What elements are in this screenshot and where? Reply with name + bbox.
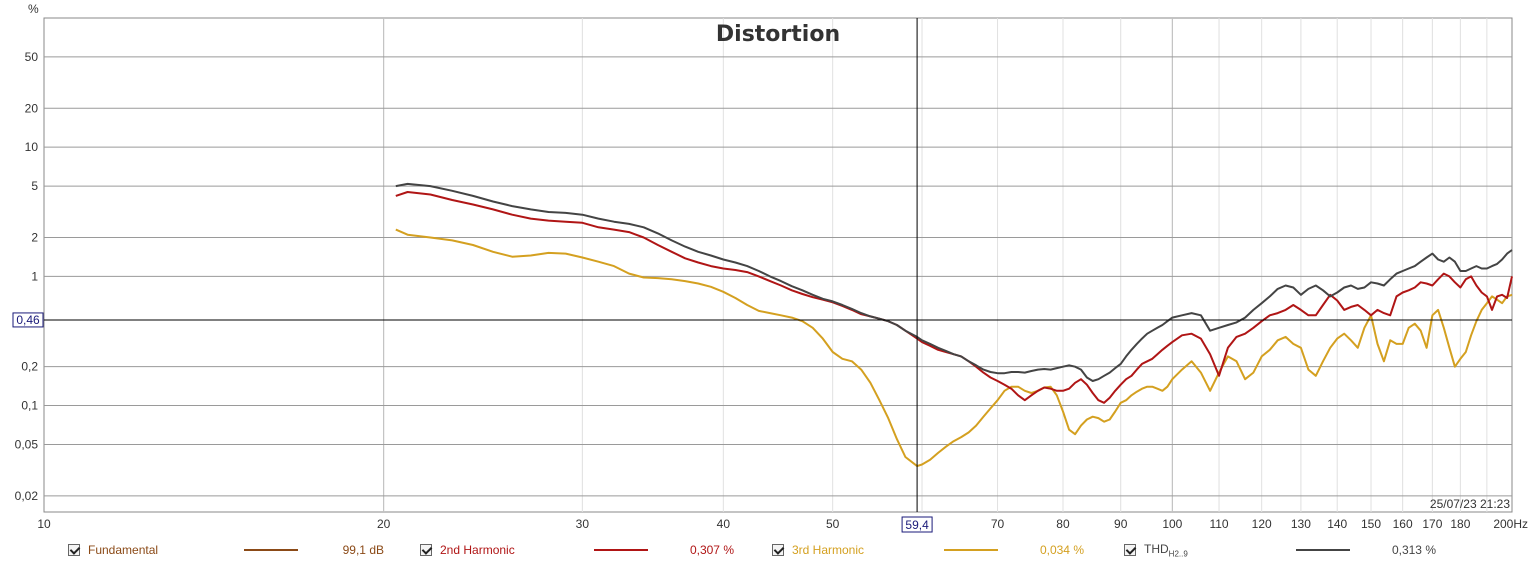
series-group — [395, 182, 1513, 468]
x-tick-label: 170 — [1422, 517, 1442, 531]
legend-item-thd[interactable]: THDH2..9 — [1124, 538, 1188, 562]
x-tick-label: 110 — [1209, 517, 1228, 531]
legend-swatch-3rd-harmonic — [944, 549, 998, 551]
x-tick-label: 50 — [826, 517, 840, 531]
x-tick-label: 120 — [1252, 517, 1272, 531]
legend-swatch-thd — [1296, 549, 1350, 551]
y-tick-label: 1 — [31, 269, 38, 283]
checkbox-2nd-harmonic[interactable] — [420, 544, 432, 556]
legend-item-2nd-harmonic[interactable]: 2nd Harmonic — [420, 538, 515, 562]
y-tick-label: 2 — [31, 230, 38, 244]
legend-item-fundamental[interactable]: Fundamental — [68, 538, 158, 562]
legend-label-2nd-harmonic: 2nd Harmonic — [440, 543, 515, 557]
cursor-x-label-box — [901, 516, 933, 533]
cursor-y-label: 0,46 — [16, 313, 40, 327]
legend-item-3rd-harmonic[interactable]: 3rd Harmonic — [772, 538, 864, 562]
x-tick-label: 160 — [1393, 517, 1413, 531]
series-line-3rd-harmonic — [395, 228, 1513, 468]
x-tick-label: 130 — [1291, 517, 1311, 531]
legend: Fundamental 99,1 dB 2nd Harmonic 0,307 %… — [0, 538, 1534, 562]
x-tick-label: 150 — [1361, 517, 1381, 531]
x-tick-label: 30 — [576, 517, 590, 531]
x-tick-label: 40 — [717, 517, 731, 531]
grid — [44, 18, 1512, 512]
timestamp: 25/07/23 21:23 — [1430, 497, 1510, 511]
y-tick-label: 10 — [25, 140, 39, 154]
y-tick-label: 20 — [25, 101, 39, 115]
x-tick-label: 90 — [1114, 517, 1128, 531]
distortion-chart: % 50 20 10 5 2 1 0,2 0,1 0,05 0,02 10 20 30 40 50 70 80… — [12, 2, 1528, 533]
legend-value-fundamental: 99,1 dB — [342, 543, 384, 557]
legend-swatch-fundamental — [244, 549, 298, 551]
legend-label-fundamental: Fundamental — [88, 543, 159, 557]
x-tick-label: 180 — [1450, 517, 1470, 531]
x-tick-label: 80 — [1056, 517, 1070, 531]
legend-value-thd: 0,313 % — [1391, 543, 1436, 557]
x-tick-label: 10 — [37, 517, 51, 531]
legend-value-3rd-harmonic: 0,034 % — [1039, 543, 1084, 557]
checkbox-3rd-harmonic[interactable] — [772, 544, 784, 556]
series-line-2nd-harmonic — [395, 191, 1513, 404]
y-axis-unit: % — [28, 2, 39, 16]
chart-title: Distortion — [716, 22, 840, 47]
checkbox-thd[interactable] — [1124, 544, 1136, 556]
legend-label-thd: THDH2..9 — [1144, 541, 1188, 559]
legend-value-2nd-harmonic: 0,307 % — [689, 543, 734, 557]
x-tick-label: 100 — [1162, 517, 1182, 531]
x-tick-label: 140 — [1327, 517, 1347, 531]
y-tick-label: 0,1 — [21, 399, 38, 413]
x-tick-label: 200Hz — [1493, 517, 1528, 531]
cursor-x-label: 59,4 — [905, 518, 929, 532]
y-tick-label: 0,02 — [15, 489, 39, 503]
legend-label-thd-sub: H2..9 — [1168, 549, 1188, 559]
y-axis-ticks: 50 20 10 5 2 1 0,2 0,1 0,05 0,02 — [15, 50, 39, 503]
y-tick-label: 0,2 — [21, 360, 38, 374]
x-axis-ticks: 10 20 30 40 50 70 80 90 100 110 120 130 140 150 160 170… — [37, 517, 1528, 531]
series-line-thd — [395, 182, 1513, 382]
legend-swatch-2nd-harmonic — [594, 549, 648, 551]
x-tick-label: 20 — [377, 517, 391, 531]
cursor-crosshair[interactable]: 0,46 59,4 — [12, 18, 1512, 533]
y-tick-label: 50 — [25, 50, 39, 64]
checkbox-fundamental[interactable] — [68, 544, 80, 556]
y-tick-label: 5 — [31, 179, 38, 193]
y-tick-label: 0,05 — [15, 437, 39, 451]
legend-label-3rd-harmonic: 3rd Harmonic — [792, 543, 865, 557]
x-tick-label: 70 — [991, 517, 1005, 531]
cursor-y-label-box — [12, 312, 44, 328]
plot-area[interactable] — [43, 17, 1513, 513]
